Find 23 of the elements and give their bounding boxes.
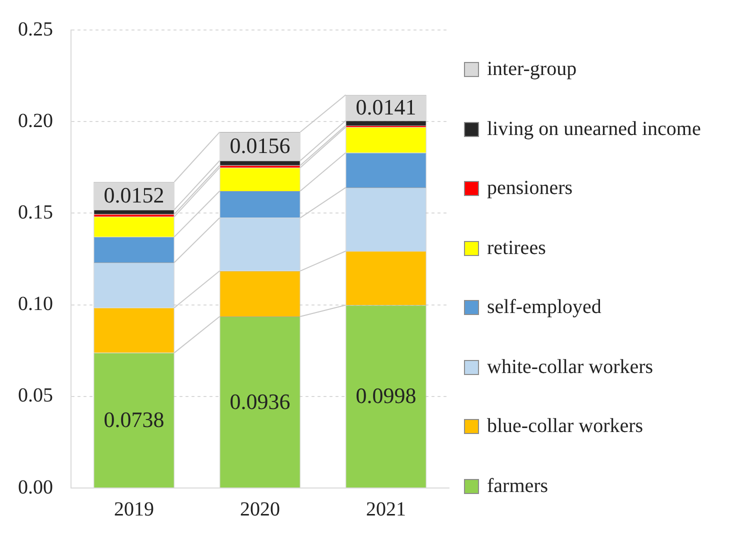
legend-label: farmers [487, 474, 548, 498]
data-label: 0.0141 [356, 94, 416, 120]
text: 0.00 [18, 476, 53, 498]
legend-label: inter-group [487, 58, 577, 82]
text: 0.10 [18, 293, 53, 316]
legend-label: pensioners [487, 177, 573, 200]
legend-label: white-collar workers [487, 356, 654, 379]
data-label: 0.0998 [356, 383, 416, 408]
text: 0.20 [18, 110, 53, 132]
data-label: 0.0936 [230, 388, 290, 414]
data-label: 0.0152 [104, 182, 164, 208]
legend-label: blue-collar workers [487, 415, 644, 438]
x-tick-label: 2020 [240, 498, 280, 520]
legend-label: self-employed [487, 296, 602, 320]
legend-label: retirees [487, 236, 546, 260]
text: 0.15 [18, 201, 53, 224]
x-tick-label: 2021 [366, 498, 406, 520]
data-label: 0.0156 [230, 133, 290, 158]
legend-label: living on unearned income [487, 118, 701, 141]
text: 0.05 [18, 384, 53, 407]
data-label: 0.0738 [104, 406, 164, 432]
x-tick-label: 2019 [114, 498, 154, 520]
text: 0.25 [18, 18, 53, 40]
